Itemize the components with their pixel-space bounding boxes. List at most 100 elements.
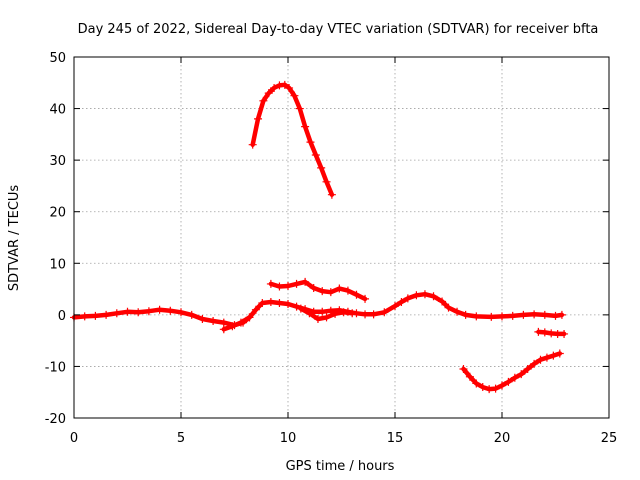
y-tick-label: 40 (49, 103, 66, 118)
series-mid-branch (296, 304, 357, 323)
data-point (551, 311, 560, 320)
data-point (275, 298, 284, 307)
data-point (498, 312, 506, 321)
data-point (318, 307, 327, 316)
data-point (317, 163, 326, 172)
data-point (540, 328, 549, 337)
data-point (236, 318, 245, 327)
data-point (296, 304, 305, 313)
data-point (134, 308, 143, 317)
chart-title: Day 245 of 2022, Sidereal Day-to-day VTE… (78, 22, 599, 37)
data-point (284, 300, 292, 309)
data-point (326, 288, 335, 297)
data-point (248, 140, 257, 149)
data-point (478, 383, 487, 392)
data-point (311, 150, 320, 159)
data-point (102, 310, 111, 319)
y-tick-label: -10 (45, 360, 66, 375)
data-point (453, 307, 462, 316)
series-late-offset-track (534, 327, 569, 338)
series-upper-arc (248, 80, 336, 199)
data-point (219, 318, 228, 327)
data-point (555, 349, 564, 358)
data-point (438, 297, 447, 306)
y-tick-label: 20 (49, 206, 66, 221)
data-point (403, 294, 412, 303)
series-lower-branch (219, 313, 254, 334)
data-point (523, 365, 532, 374)
data-point (292, 279, 301, 288)
data-point (266, 297, 275, 306)
data-point (519, 310, 528, 319)
data-point (508, 311, 517, 320)
data-point (343, 286, 352, 295)
x-tick-label: 5 (177, 431, 185, 446)
data-point (123, 307, 132, 316)
series-main-track (70, 290, 566, 330)
data-point (245, 313, 254, 322)
data-point (504, 377, 513, 386)
series-line (461, 351, 563, 392)
data-point (91, 311, 100, 320)
x-tick-label: 15 (387, 431, 404, 446)
y-tick-label: 30 (49, 154, 66, 169)
data-point (322, 313, 331, 322)
data-point (80, 312, 89, 321)
data-point (536, 355, 545, 364)
data-point (429, 292, 438, 301)
data-point (305, 309, 314, 318)
data-point (187, 310, 196, 319)
data-point (301, 277, 310, 286)
data-point (258, 298, 267, 307)
y-tick-label: 0 (58, 309, 66, 324)
data-point (270, 83, 279, 92)
data-point (420, 290, 429, 299)
data-point (560, 329, 569, 338)
data-point (228, 322, 237, 331)
data-point (540, 310, 549, 319)
data-point (259, 96, 268, 105)
data-point (219, 325, 228, 334)
data-point (264, 89, 273, 98)
data-point (491, 384, 500, 393)
data-point (251, 305, 260, 314)
data-point (295, 104, 304, 113)
y-axis-label: SDTVAR / TECUs (7, 185, 22, 292)
data-point (510, 373, 519, 382)
data-point (306, 138, 315, 147)
data-point (361, 294, 370, 303)
data-point (166, 306, 175, 315)
data-point (391, 302, 399, 311)
x-tick-label: 20 (494, 431, 511, 446)
x-tick-label: 0 (70, 431, 78, 446)
data-point (542, 353, 551, 362)
data-point (487, 312, 496, 321)
data-point (280, 80, 289, 89)
data-point (290, 91, 299, 100)
data-point (155, 305, 164, 314)
data-point (472, 312, 481, 321)
data-point (331, 309, 340, 318)
series-line (221, 315, 252, 332)
data-point (369, 310, 378, 319)
data-point (144, 307, 153, 316)
data-point (530, 310, 539, 319)
x-axis-label: GPS time / hours (286, 459, 395, 474)
data-point (339, 308, 348, 317)
data-point (498, 381, 506, 390)
plot-frame (73, 56, 610, 419)
data-point (530, 359, 539, 368)
x-tick-label: 10 (280, 431, 297, 446)
data-point (309, 284, 318, 293)
y-tick-label: 50 (49, 51, 66, 66)
data-point (352, 290, 361, 299)
y-tick-label: 10 (49, 257, 66, 272)
data-point (361, 310, 370, 319)
data-point (318, 287, 327, 296)
data-point (517, 370, 526, 379)
data-point (461, 310, 470, 319)
data-point (459, 365, 468, 374)
series-mid-upper-branch (266, 277, 370, 303)
data-point (472, 379, 481, 388)
